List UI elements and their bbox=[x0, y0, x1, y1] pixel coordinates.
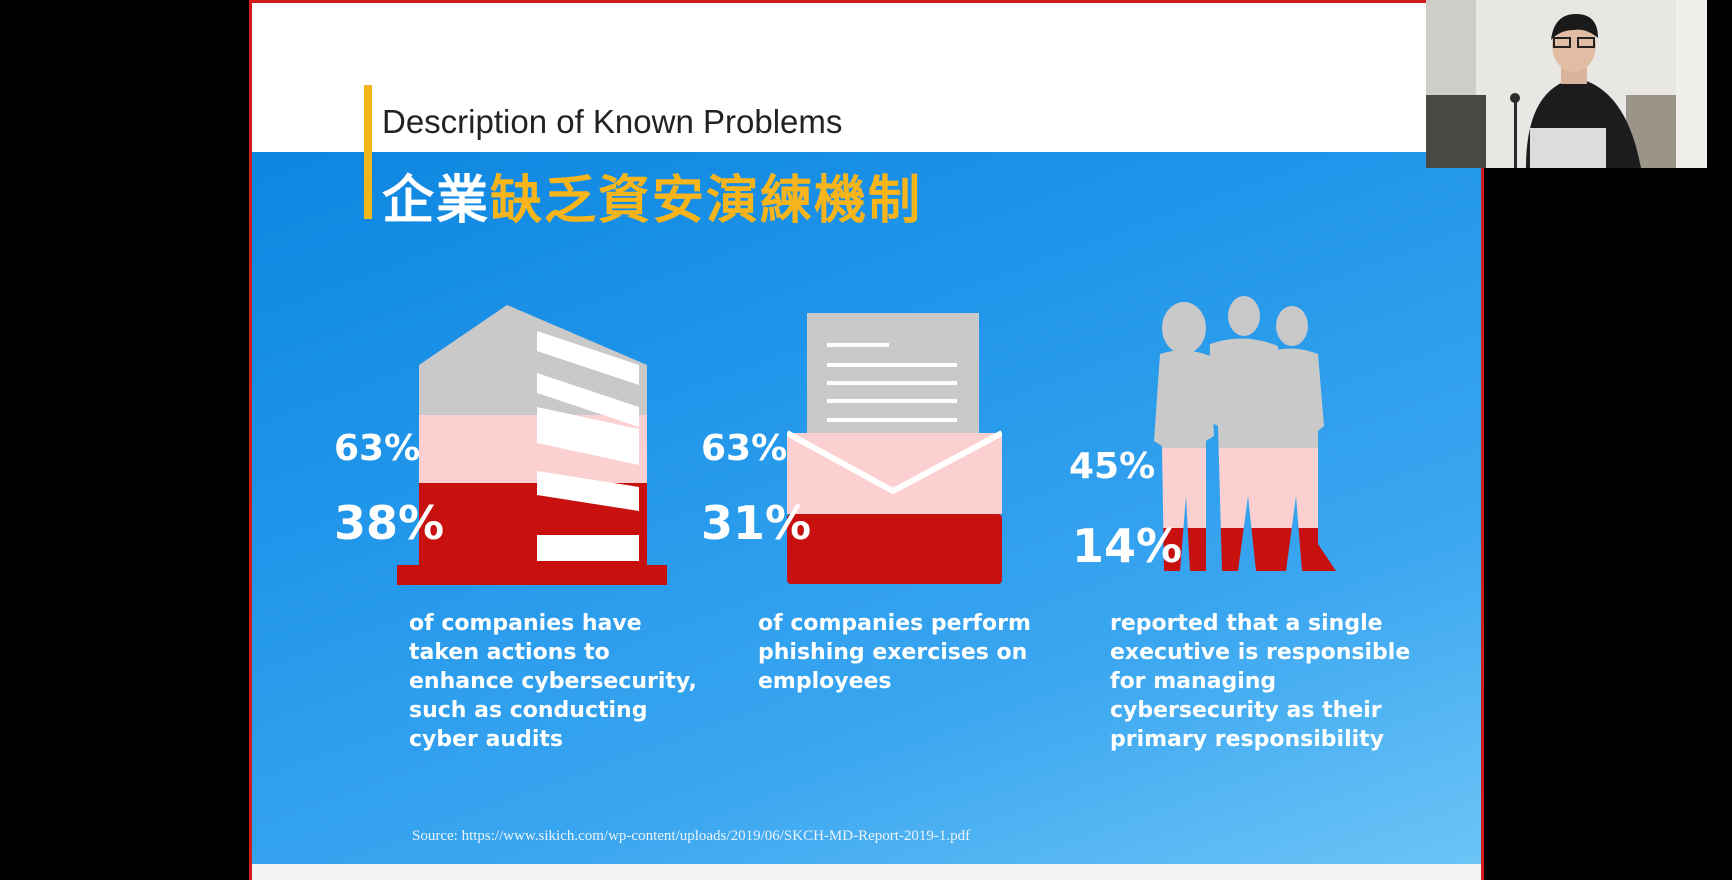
presenter-video-icon bbox=[1426, 0, 1707, 168]
slide-title: 企業缺乏資安演練機制 bbox=[382, 158, 922, 233]
title-accent-bar bbox=[364, 85, 372, 219]
people-icon bbox=[1154, 296, 1336, 571]
stat3-description: reported that a single executive is resp… bbox=[1110, 611, 1411, 752]
stat2-pct-bottom: 31% bbox=[701, 496, 812, 550]
stat1-pct-top: 63% bbox=[334, 428, 421, 469]
building-icon bbox=[397, 305, 667, 585]
title-part-yellow: 缺乏資安演練機制 bbox=[490, 171, 923, 231]
webcam-feed bbox=[1426, 0, 1707, 168]
stat3-pct-bottom: 14% bbox=[1072, 519, 1183, 573]
title-part-white: 企業 bbox=[382, 171, 491, 231]
source-citation: Source: https://www.sikich.com/wp-conten… bbox=[412, 828, 971, 844]
slide-subtitle: Description of Known Problems bbox=[382, 103, 843, 140]
stat2-description: of companies perform phishing exercises … bbox=[758, 611, 1031, 694]
presentation-slide: Description of Known Problems 企業缺乏資安演練機制… bbox=[249, 0, 1484, 880]
envelope-icon bbox=[787, 313, 1002, 584]
stat1-pct-bottom: 38% bbox=[334, 496, 445, 550]
stat1-description: of companies have taken actions to enhan… bbox=[409, 611, 697, 752]
stat2-pct-top: 63% bbox=[701, 428, 788, 469]
stat3-pct-top: 45% bbox=[1069, 446, 1156, 487]
slide-bottom-strip bbox=[252, 864, 1481, 880]
